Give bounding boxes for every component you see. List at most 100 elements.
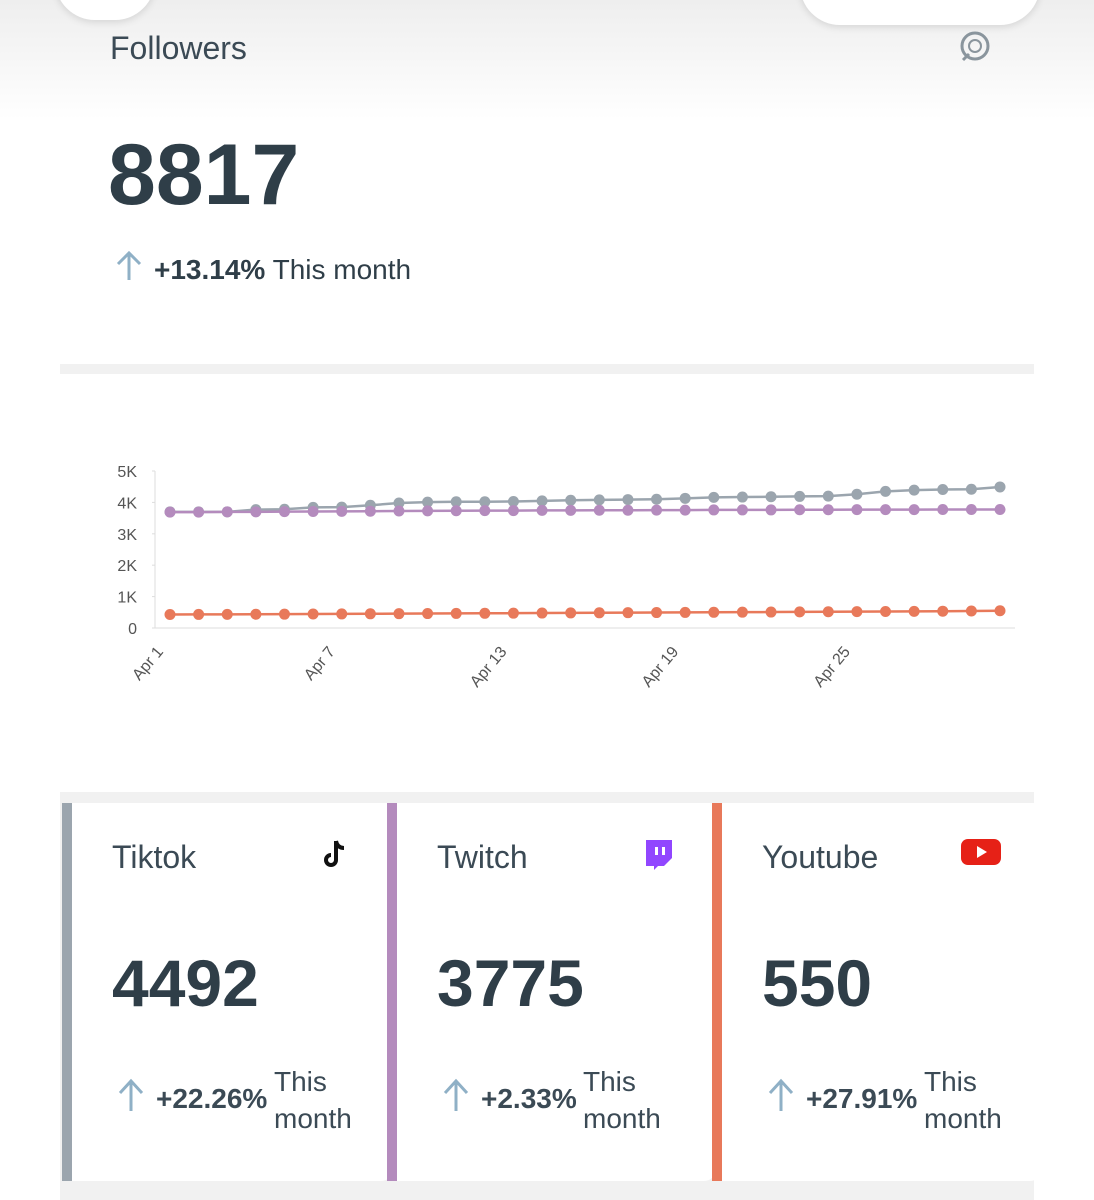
point: [908, 605, 920, 617]
platform-card[interactable]: Tiktok 4492 +22.26% This month: [62, 803, 393, 1181]
point: [822, 504, 834, 516]
x-tick-label: Apr 19: [639, 644, 682, 691]
point: [193, 608, 205, 620]
point: [450, 496, 462, 508]
point: [479, 496, 491, 508]
point: [794, 490, 806, 502]
point: [794, 606, 806, 618]
point: [193, 506, 205, 518]
card-name: Youtube: [762, 839, 879, 875]
point: [593, 607, 605, 619]
point: [994, 481, 1006, 493]
point: [994, 503, 1006, 515]
point: [307, 506, 319, 518]
point: [851, 606, 863, 618]
divider: [60, 364, 1034, 374]
point: [880, 485, 892, 497]
y-tick-label: 2K: [117, 558, 137, 575]
platform-card[interactable]: Twitch 3775 +2.33% This month: [387, 803, 716, 1181]
point: [221, 506, 233, 518]
refresh-icon[interactable]: [955, 28, 995, 68]
chart: 0 1K 2K 3K 4K 5K Apr 1 Apr 7 Apr 13 Apr 19 Apr 25: [117, 464, 1015, 691]
point: [364, 608, 376, 620]
point: [765, 491, 777, 503]
nav-button[interactable]: [800, 0, 1040, 25]
point: [908, 504, 920, 516]
point: [965, 605, 977, 617]
point: [651, 504, 663, 516]
point: [479, 505, 491, 517]
card-change: +22.26%: [156, 1083, 268, 1114]
point: [536, 504, 548, 516]
point: [393, 608, 405, 620]
point: [794, 504, 806, 516]
point: [393, 497, 405, 509]
point: [422, 505, 434, 517]
point: [679, 504, 691, 516]
point: [278, 506, 290, 518]
point: [278, 608, 290, 620]
point: [336, 505, 348, 517]
point: [164, 608, 176, 620]
point: [765, 606, 777, 618]
point: [822, 606, 834, 618]
point: [422, 496, 434, 508]
series-line: [169, 609, 1001, 616]
y-tick-label: 0: [128, 621, 137, 638]
point: [851, 488, 863, 500]
point: [450, 607, 462, 619]
card-total: 3775: [437, 946, 584, 1020]
point: [250, 506, 262, 518]
point: [250, 608, 262, 620]
card-total: 550: [762, 946, 873, 1020]
point: [736, 491, 748, 503]
point: [336, 608, 348, 620]
point: [536, 495, 548, 507]
point: [822, 490, 834, 502]
point: [593, 494, 605, 506]
point: [164, 506, 176, 518]
card-change: +2.33%: [481, 1083, 577, 1114]
point: [393, 505, 405, 517]
point: [422, 608, 434, 620]
point: [708, 504, 720, 516]
nav-button[interactable]: [55, 0, 155, 20]
up-arrow: [768, 1078, 794, 1111]
period: This month: [272, 254, 412, 285]
up-arrow: [118, 1078, 144, 1111]
point: [536, 607, 548, 619]
point: [708, 606, 720, 618]
point: [479, 607, 491, 619]
point: [937, 484, 949, 496]
platform-icon: [317, 837, 353, 878]
card-period: This month: [583, 1066, 661, 1134]
y-tick-label: 1K: [117, 590, 137, 607]
point: [851, 504, 863, 516]
card-name: Twitch: [437, 839, 528, 875]
point: [937, 605, 949, 617]
title: Followers: [110, 30, 247, 66]
point: [708, 491, 720, 503]
card-period: This month: [924, 1066, 1002, 1134]
point: [736, 606, 748, 618]
series-line: [170, 485, 1001, 514]
platform-card[interactable]: Youtube 550 +27.91% This month: [712, 803, 1042, 1181]
point: [765, 504, 777, 516]
point: [880, 606, 892, 618]
point: [965, 483, 977, 495]
point: [880, 504, 892, 516]
x-tick-label: Apr 7: [301, 644, 339, 684]
point: [622, 494, 634, 506]
point: [965, 503, 977, 515]
x-tick-label: Apr 1: [129, 644, 167, 684]
card-change: +27.91%: [806, 1083, 918, 1114]
point: [565, 607, 577, 619]
point: [736, 504, 748, 516]
point: [565, 494, 577, 506]
y-tick-label: 4K: [117, 495, 137, 512]
x-tick-label: Apr 13: [467, 644, 510, 691]
point: [622, 607, 634, 619]
x-tick-label: Apr 25: [811, 644, 854, 691]
point: [507, 607, 519, 619]
